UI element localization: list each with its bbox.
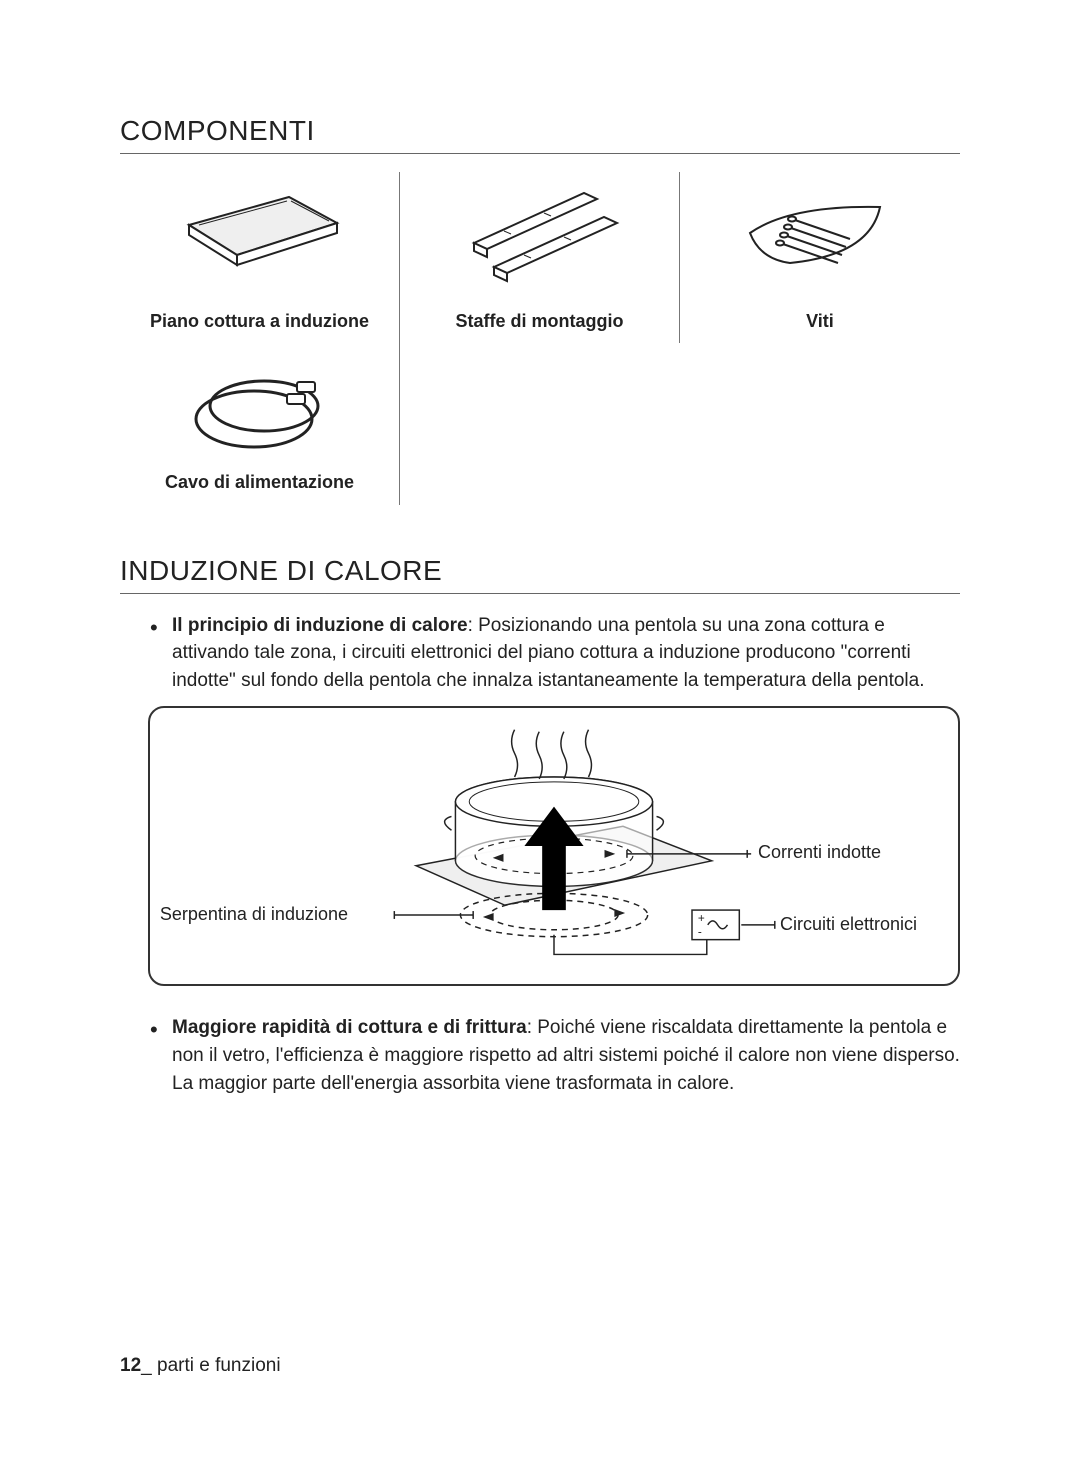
component-brackets: Staffe di montaggio xyxy=(400,172,680,343)
label-currents: Correnti indotte xyxy=(758,842,881,863)
bullet-principle: Il principio di induzione di calore: Pos… xyxy=(150,612,960,695)
page-number: 12 xyxy=(120,1355,141,1376)
screws-label: Viti xyxy=(686,310,954,333)
empty-cell-2 xyxy=(680,343,960,504)
cable-label: Cavo di alimentazione xyxy=(126,471,393,494)
speed-lead: Maggiore rapidità di cottura e di frittu… xyxy=(172,1017,527,1038)
induction-bullets: Il principio di induzione di calore: Pos… xyxy=(120,612,960,695)
brackets-label: Staffe di montaggio xyxy=(406,310,673,333)
bullet-speed: Maggiore rapidità di cottura e di frittu… xyxy=(150,1014,960,1097)
label-coil: Serpentina di induzione xyxy=(160,904,348,925)
induction-diagram: + - Correnti indotte Serpentina di induz… xyxy=(148,706,960,986)
svg-text:-: - xyxy=(698,925,702,939)
induction-bullets-2: Maggiore rapidità di cottura e di frittu… xyxy=(120,1014,960,1097)
label-circuits: Circuiti elettronici xyxy=(780,914,917,935)
section-title-components: COMPONENTI xyxy=(120,115,960,154)
principle-lead: Il principio di induzione di calore xyxy=(172,615,468,636)
component-cooktop: Piano cottura a induzione xyxy=(120,172,400,343)
footer-section: parti e funzioni xyxy=(157,1355,281,1376)
empty-cell xyxy=(400,343,680,504)
screws-illustration xyxy=(686,180,954,300)
component-screws: Viti xyxy=(680,172,960,343)
component-cable: Cavo di alimentazione xyxy=(120,343,400,504)
brackets-illustration xyxy=(406,180,673,300)
page-footer: 12_ parti e funzioni xyxy=(120,1355,281,1377)
section-title-induction: INDUZIONE DI CALORE xyxy=(120,555,960,594)
components-grid: Piano cottura a induzione Staffe di mo xyxy=(120,172,960,505)
cable-illustration xyxy=(126,361,393,461)
svg-text:+: + xyxy=(698,911,705,925)
cooktop-label: Piano cottura a induzione xyxy=(126,310,393,333)
footer-sep: _ xyxy=(141,1355,157,1376)
cooktop-illustration xyxy=(126,180,393,300)
